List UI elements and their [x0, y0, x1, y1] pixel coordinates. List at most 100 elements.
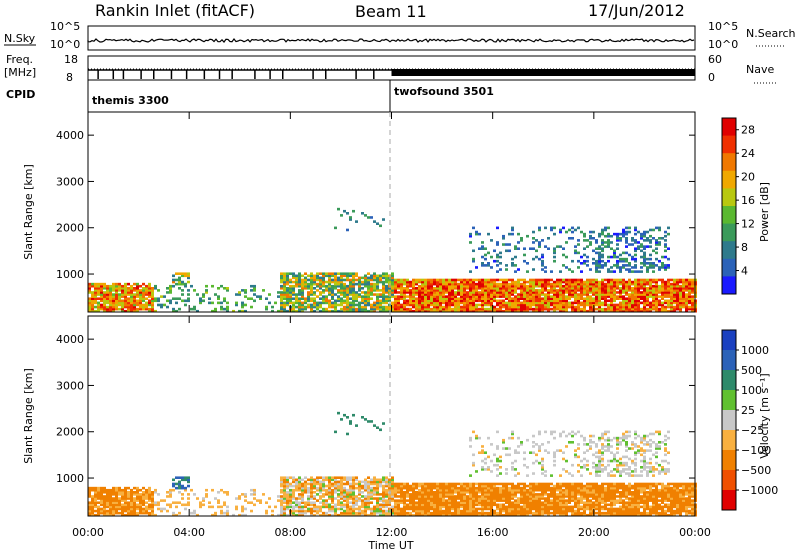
velocity-cell: [343, 497, 346, 500]
velocity-cell: [559, 449, 562, 452]
power-cell: [631, 289, 634, 292]
power-cell: [304, 284, 307, 288]
power-cell: [475, 297, 478, 300]
power-cell: [580, 282, 583, 286]
power-cell: [550, 289, 553, 292]
velocity-cell: [550, 495, 553, 498]
power-cell: [532, 247, 535, 250]
power-cell: [340, 282, 343, 286]
power-cell: [553, 291, 556, 294]
power-cell: [88, 289, 91, 292]
velocity-cell: [562, 509, 565, 513]
velocity-cell: [460, 497, 463, 500]
power-cell: [646, 289, 649, 292]
power-cell: [457, 299, 460, 303]
velocity-cell: [301, 491, 304, 494]
power-cell: [349, 284, 352, 288]
power-cell: [484, 257, 487, 261]
power-cell: [637, 291, 640, 294]
power-cell: [178, 297, 181, 300]
power-cell: [538, 278, 541, 282]
power-cell: [523, 293, 526, 296]
velocity-cell: [283, 486, 286, 490]
velocity-cell: [427, 491, 430, 494]
power-cell: [163, 295, 166, 298]
power-cell: [196, 309, 199, 313]
velocity-cell: [340, 478, 343, 482]
velocity-cell: [439, 484, 442, 488]
power-cell: [595, 287, 598, 290]
power-cell: [595, 299, 598, 303]
power-cell: [427, 278, 430, 282]
power-cell: [595, 262, 598, 265]
velocity-cell: [376, 511, 379, 515]
velocity-cell: [499, 499, 502, 502]
velocity-cell: [415, 501, 418, 504]
velocity-cell: [397, 499, 400, 502]
velocity-cell: [148, 488, 151, 492]
power-cell: [634, 284, 637, 288]
power-cell: [589, 237, 592, 240]
velocity-cell: [469, 513, 472, 517]
power-cell: [463, 307, 466, 311]
power-cell: [439, 305, 442, 309]
velocity-cell: [541, 482, 544, 486]
power-cell: [625, 309, 628, 313]
power-cell: [403, 295, 406, 298]
velocity-cell: [370, 511, 373, 515]
power-cell: [175, 282, 178, 286]
power-cell: [577, 266, 580, 269]
power-cell: [331, 295, 334, 298]
power-cell: [424, 278, 427, 282]
power-cell: [502, 303, 505, 307]
velocity-cell: [319, 491, 322, 494]
nsky-strip: [87, 25, 696, 51]
power-cell: [544, 305, 547, 309]
cpid-segment-themis: themis 3300: [92, 94, 169, 107]
power-cell: [625, 268, 628, 271]
power-cell: [127, 291, 130, 294]
power-cell: [313, 287, 316, 290]
power-cell: [283, 291, 286, 294]
power-cell: [409, 291, 412, 294]
power-cell: [568, 228, 571, 232]
power-cell: [433, 295, 436, 298]
power-cell: [355, 274, 358, 278]
velocity-cell: [109, 511, 112, 515]
velocity-cell: [103, 499, 106, 502]
velocity-cell: [460, 493, 463, 496]
velocity-cell: [538, 503, 541, 507]
power-cell: [478, 303, 481, 307]
velocity-cell: [367, 513, 370, 517]
power-cell: [688, 293, 691, 296]
power-cell: [649, 284, 652, 288]
power-cell: [316, 272, 319, 275]
velocity-cell: [526, 495, 529, 498]
power-cell: [442, 307, 445, 311]
velocity-cell: [367, 480, 370, 484]
velocity-cell: [172, 478, 175, 482]
velocity-cell: [355, 501, 358, 504]
velocity-cell: [367, 486, 370, 490]
power-cell: [409, 301, 412, 305]
velocity-cell: [445, 507, 448, 511]
velocity-cell: [529, 499, 532, 502]
power-cell: [613, 282, 616, 286]
velocity-cell: [301, 507, 304, 511]
velocity-cell: [415, 509, 418, 513]
power-cell: [280, 305, 283, 309]
velocity-cell: [523, 493, 526, 496]
power-cell: [676, 291, 679, 294]
power-cell: [412, 287, 415, 290]
power-cell: [562, 297, 565, 300]
velocity-cell: [577, 499, 580, 502]
power-cell: [511, 262, 514, 265]
velocity-cell: [97, 493, 100, 496]
velocity-cell: [523, 507, 526, 511]
power-cell: [679, 293, 682, 296]
power-cell: [91, 293, 94, 296]
power-cell: [139, 301, 142, 305]
velocity-cell: [145, 509, 148, 513]
velocity-cell: [397, 482, 400, 486]
velocity-cell: [136, 495, 139, 498]
